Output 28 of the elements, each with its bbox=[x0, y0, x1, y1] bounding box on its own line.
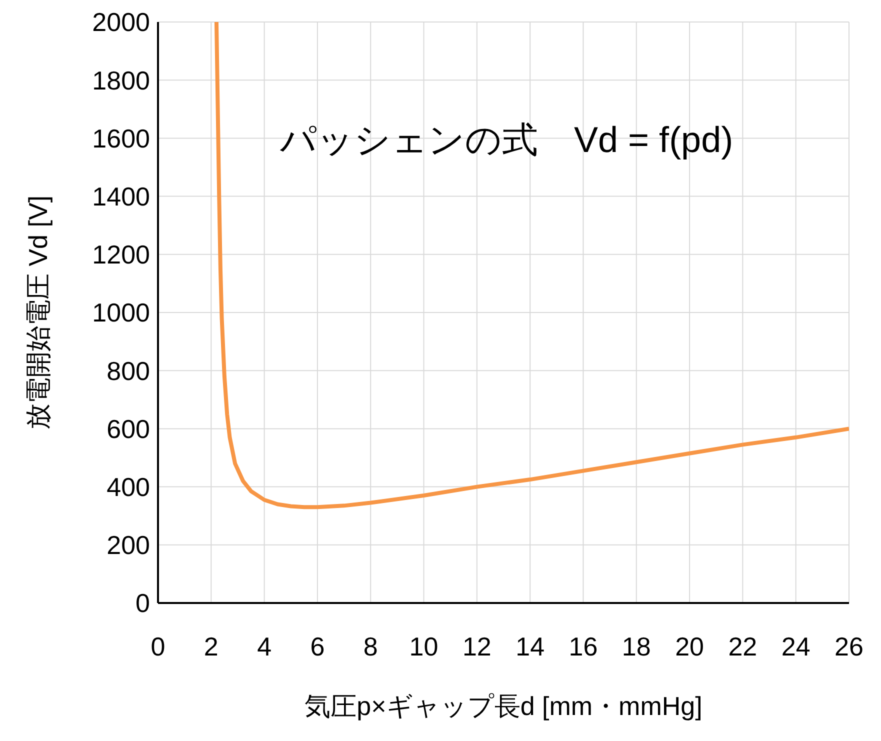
y-tick-label: 1600 bbox=[92, 123, 150, 154]
y-tick-label: 1000 bbox=[92, 298, 150, 328]
x-tick-label: 22 bbox=[728, 631, 758, 662]
y-tick-label: 2000 bbox=[92, 7, 150, 38]
x-tick-label: 14 bbox=[516, 631, 545, 662]
x-tick-label: 10 bbox=[409, 631, 438, 662]
x-tick-label: 26 bbox=[834, 631, 864, 662]
y-tick-label: 0 bbox=[136, 588, 150, 618]
y-axis-title: 放電開始電圧 Vd [V] bbox=[23, 195, 54, 430]
y-tick-label: 1400 bbox=[92, 182, 150, 212]
line-series bbox=[214, 22, 849, 510]
y-tick-label: 200 bbox=[106, 530, 150, 560]
x-tick-label: 18 bbox=[622, 631, 651, 662]
x-tick-label: 16 bbox=[568, 631, 598, 662]
x-tick-label: 24 bbox=[781, 631, 810, 662]
x-tick-label: 6 bbox=[310, 631, 325, 662]
y-tick-label: 1800 bbox=[92, 65, 150, 96]
y-tick-label: 1200 bbox=[92, 240, 150, 270]
y-tick-label: 600 bbox=[106, 414, 150, 444]
x-tick-label: 20 bbox=[675, 631, 704, 662]
x-tick-label: 4 bbox=[257, 631, 272, 662]
x-axis-title: 気圧p×ギャップ長d [mm・mmHg] bbox=[304, 691, 702, 721]
x-tick-label: 8 bbox=[363, 631, 378, 662]
x-tick-label: 2 bbox=[204, 631, 218, 662]
annotation: パッシェンの式 Vd = f(pd) bbox=[280, 118, 734, 162]
x-tick-label: 12 bbox=[462, 631, 492, 662]
y-tick-label: 800 bbox=[106, 356, 150, 386]
y-tick-label: 400 bbox=[106, 472, 150, 502]
